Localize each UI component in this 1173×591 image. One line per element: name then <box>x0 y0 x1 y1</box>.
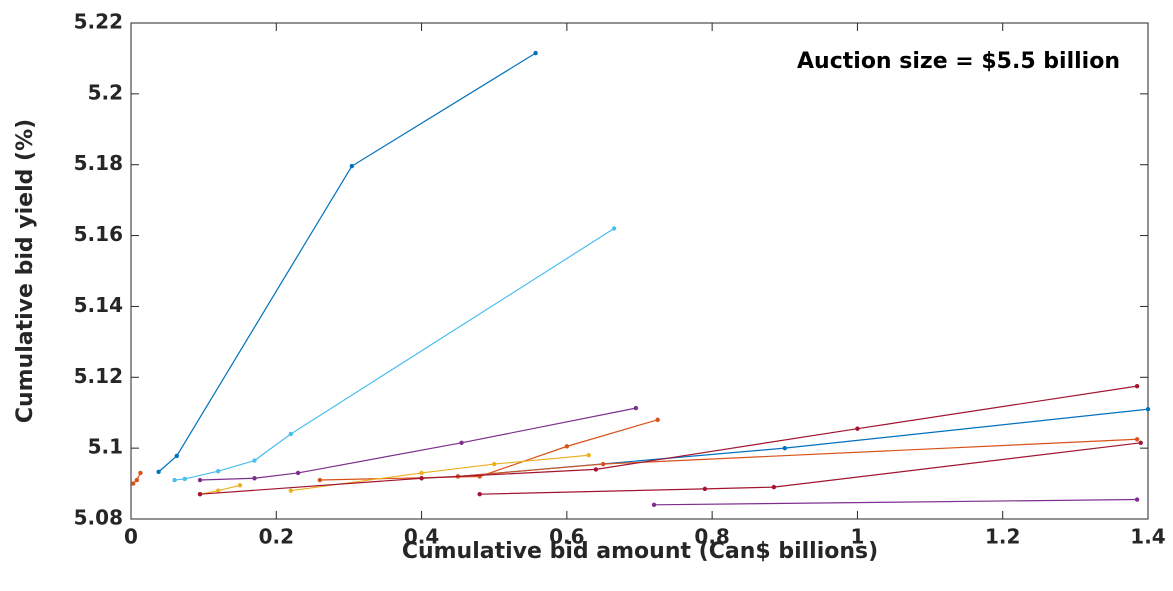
data-point <box>172 477 177 483</box>
data-point <box>477 492 482 497</box>
series-line <box>654 498 1138 506</box>
data-point <box>771 484 777 490</box>
data-point <box>197 492 203 497</box>
data-point <box>655 417 660 422</box>
data-point <box>252 458 257 463</box>
x-tick-label: 0.6 <box>549 525 584 549</box>
data-point <box>459 440 464 446</box>
y-tick-label: 5.08 <box>74 506 123 530</box>
data-point <box>237 483 243 488</box>
data-point <box>593 467 599 472</box>
data-point <box>564 444 570 449</box>
data-point <box>1134 497 1140 502</box>
plot-frame <box>130 22 1149 520</box>
y-tick-label: 5.12 <box>74 364 123 388</box>
series-line <box>319 419 658 481</box>
data-point <box>288 431 294 437</box>
data-point <box>1134 383 1140 389</box>
series-line <box>174 227 615 481</box>
data-point <box>134 477 140 483</box>
data-point <box>317 477 323 483</box>
data-point <box>288 488 294 493</box>
data-point <box>586 453 591 458</box>
data-point <box>252 476 257 481</box>
data-point <box>295 470 301 476</box>
y-tick-label: 5.14 <box>74 293 123 317</box>
data-point <box>419 470 424 476</box>
data-point <box>1145 406 1151 412</box>
data-point <box>492 461 497 467</box>
x-tick-label: 1 <box>850 525 864 549</box>
data-point <box>130 481 136 486</box>
data-point <box>855 426 860 431</box>
annotation: Auction size = $5.5 billion <box>797 49 1120 74</box>
x-tick-label: 0.2 <box>259 525 294 549</box>
data-point <box>174 453 179 459</box>
data-point <box>651 502 657 508</box>
data-point <box>1138 440 1143 446</box>
data-point <box>138 470 143 476</box>
data-point <box>182 476 187 482</box>
series-line <box>479 442 1141 495</box>
x-tick-label: 0.4 <box>404 525 439 549</box>
data-point <box>215 468 221 474</box>
data-point <box>349 163 355 169</box>
y-axis-label: Cumulative bid yield (%) <box>13 119 38 423</box>
data-point <box>633 405 639 411</box>
y-tick-label: 5.2 <box>88 80 123 104</box>
y-tick-label: 5.1 <box>88 435 123 459</box>
y-tick-label: 5.16 <box>74 222 123 246</box>
series-line <box>457 408 1149 478</box>
data-point <box>419 476 424 481</box>
series-line <box>290 454 589 492</box>
data-point <box>197 477 203 483</box>
data-point <box>782 445 787 451</box>
x-tick-label: 1.4 <box>1130 525 1165 549</box>
data-point <box>611 226 617 231</box>
data-point <box>702 486 708 492</box>
data-point <box>215 488 221 493</box>
x-tick-label: 1.2 <box>985 525 1020 549</box>
data-point <box>156 469 161 475</box>
data-point <box>600 461 606 467</box>
data-point <box>1134 437 1140 442</box>
data-point <box>533 50 538 56</box>
x-tick-label: 0 <box>124 525 138 549</box>
x-tick-label: 0.8 <box>694 525 729 549</box>
x-axis-label: Cumulative bid amount (Can$ billions) <box>402 539 878 564</box>
y-tick-label: 5.18 <box>74 151 123 175</box>
y-tick-label: 5.22 <box>74 10 123 34</box>
series-line <box>158 52 536 473</box>
series-line <box>199 407 636 481</box>
